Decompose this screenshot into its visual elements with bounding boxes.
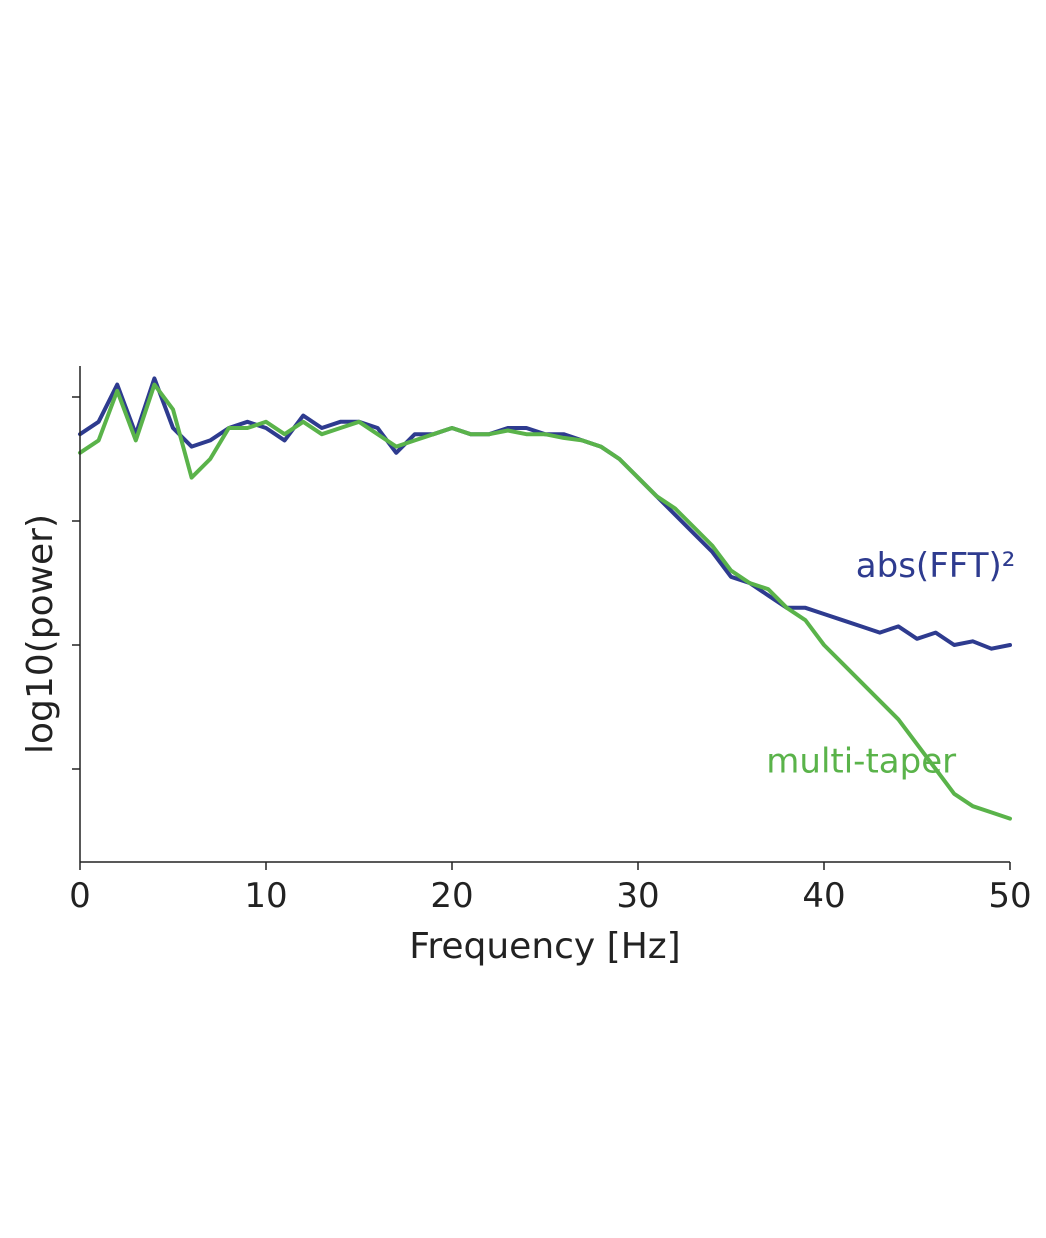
x-tick-label: 10 bbox=[244, 876, 287, 916]
series-label-1: multi-taper bbox=[766, 742, 956, 782]
x-tick-label: 30 bbox=[616, 876, 659, 916]
series-line-0 bbox=[78, 376, 1012, 651]
x-tick-label: 50 bbox=[988, 876, 1031, 916]
x-axis-ticks: 0 10 20 30 40 50 bbox=[69, 862, 1032, 916]
x-tick-label: 40 bbox=[802, 876, 845, 916]
x-tick-label: 0 bbox=[69, 876, 91, 916]
series-layer bbox=[78, 376, 1012, 821]
series-labels: abs(FFT)² multi-taper bbox=[766, 546, 1015, 782]
y-axis-label: log10(power) bbox=[20, 514, 61, 754]
x-tick-label: 20 bbox=[430, 876, 473, 916]
series-label-0: abs(FFT)² bbox=[856, 546, 1016, 586]
y-axis-ticks bbox=[72, 396, 80, 770]
series-line-1 bbox=[78, 382, 1012, 821]
x-axis-label: Frequency [Hz] bbox=[409, 926, 680, 967]
plot-area: 0 10 20 30 40 50 bbox=[69, 366, 1032, 916]
